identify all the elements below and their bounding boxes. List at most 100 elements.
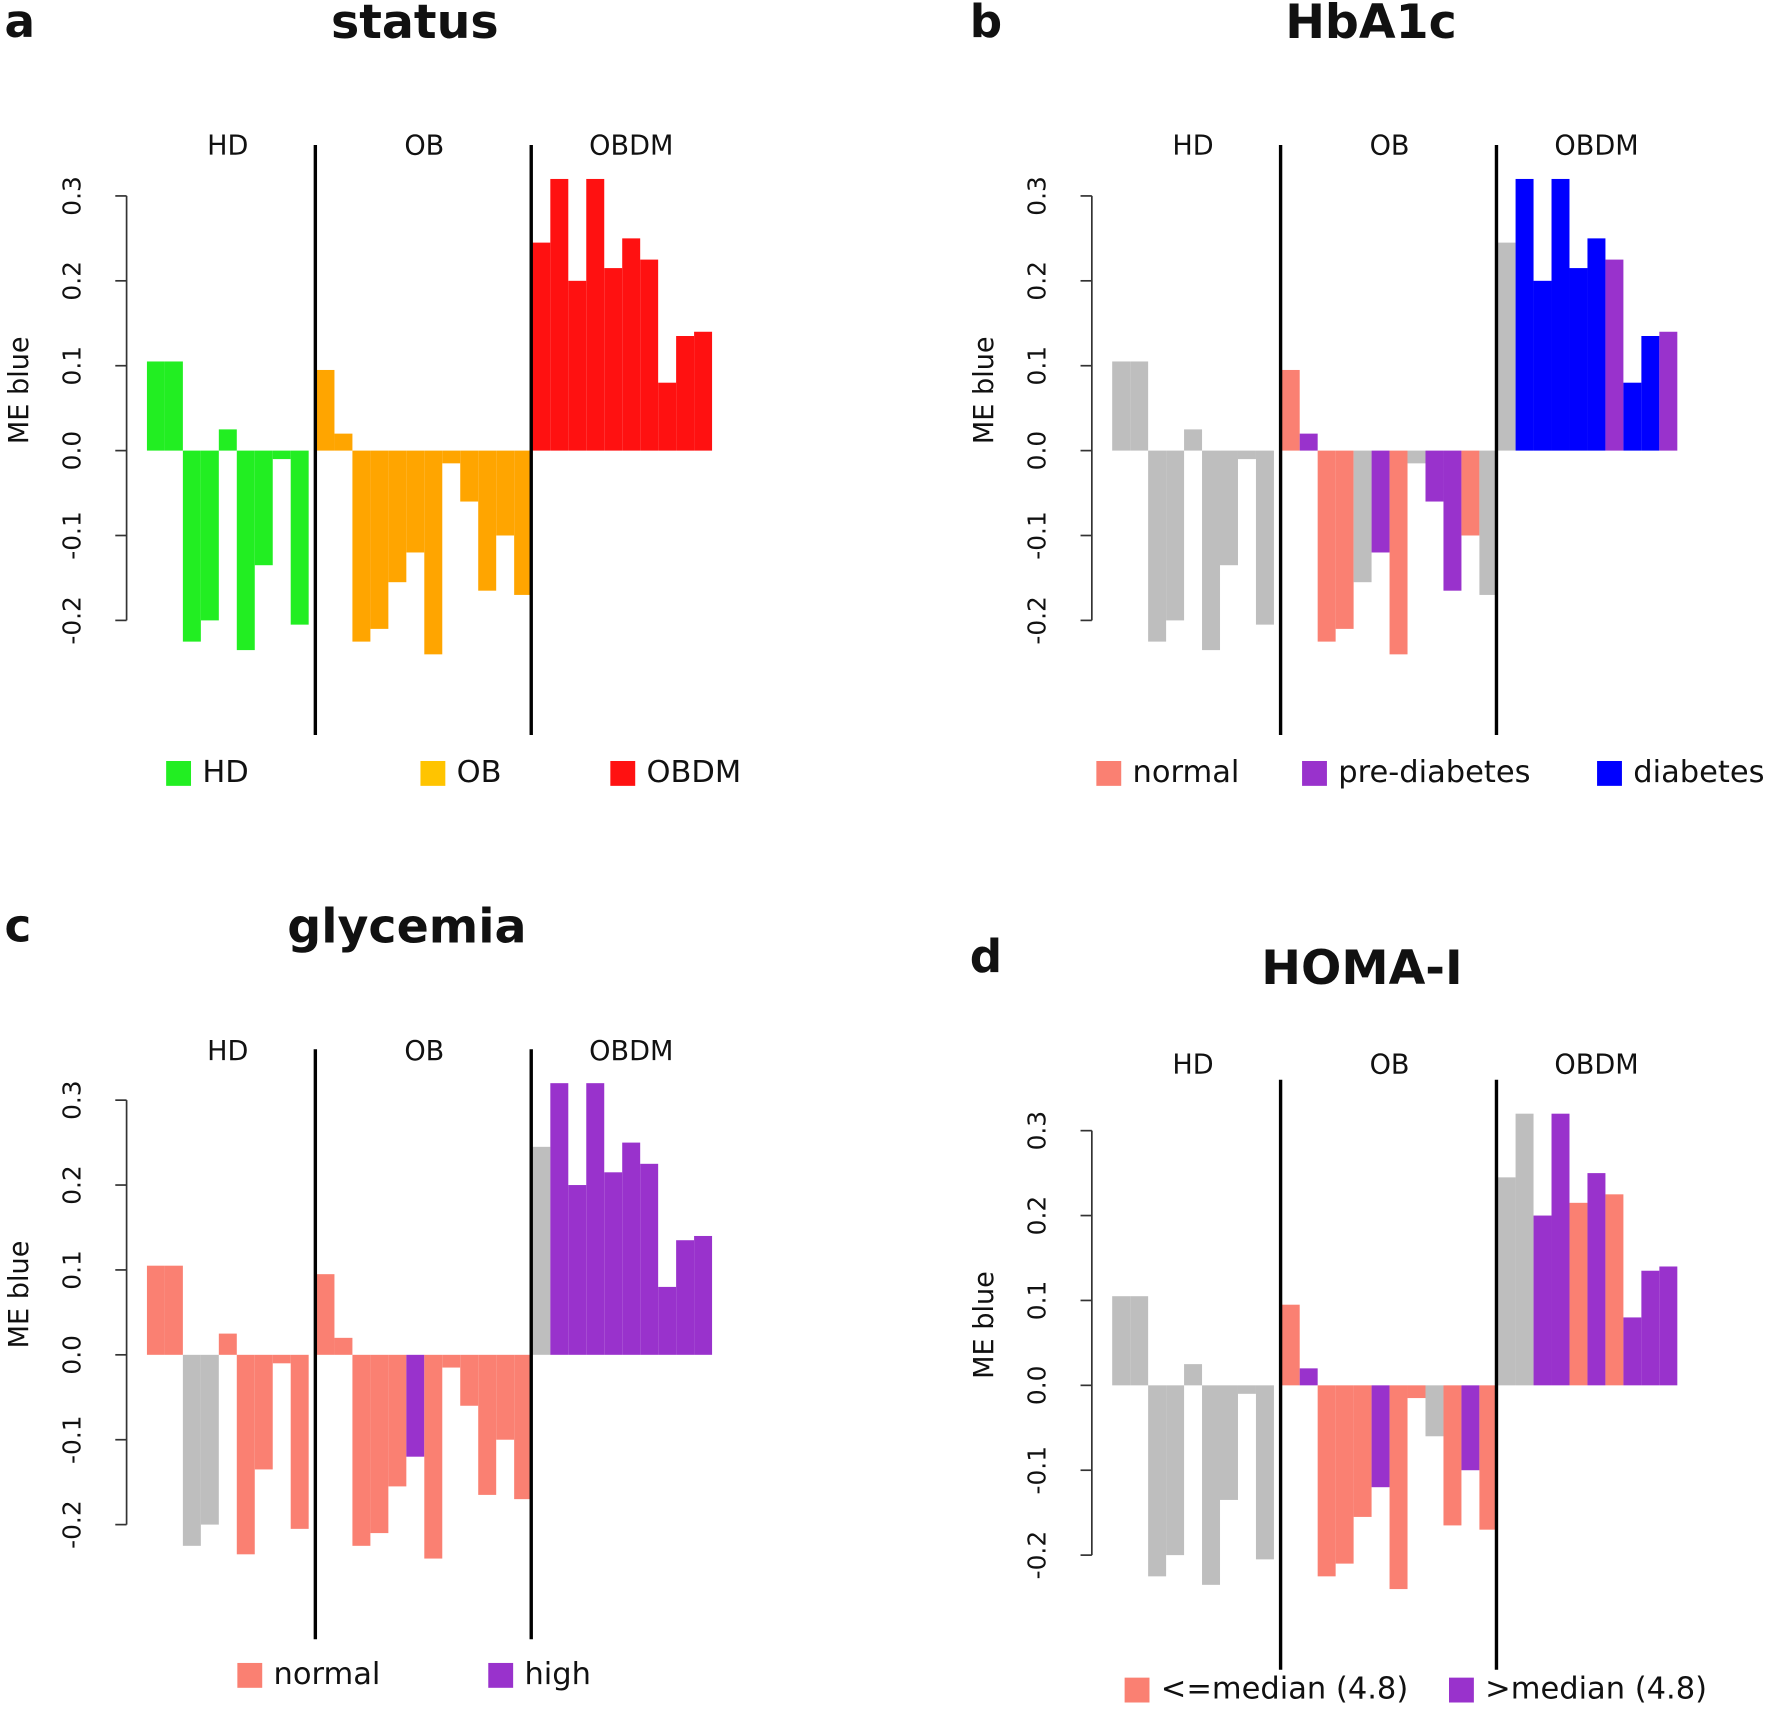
group-label: OBDM	[589, 131, 673, 162]
bar	[640, 259, 659, 451]
bar	[272, 450, 291, 460]
bar	[1371, 450, 1390, 553]
bar	[1407, 1385, 1426, 1399]
group-label: OBDM	[1554, 131, 1638, 162]
bar	[694, 331, 713, 451]
legend-label: diabetes	[1633, 755, 1764, 790]
bar	[1184, 429, 1203, 451]
y-tick-label: -0.1	[1023, 1446, 1052, 1495]
bar	[254, 450, 273, 566]
group-label: OBDM	[1554, 1050, 1638, 1081]
bar	[1623, 1317, 1642, 1386]
bar	[568, 1185, 587, 1355]
panel-letter: a	[5, 0, 36, 48]
bar	[586, 178, 605, 451]
bar	[164, 1265, 183, 1355]
bar	[146, 361, 165, 451]
y-tick-label: -0.2	[57, 1500, 86, 1549]
bar	[1515, 178, 1534, 451]
bar	[442, 450, 461, 464]
y-tick-label: 0.3	[57, 176, 86, 216]
bar	[1551, 1113, 1570, 1386]
legend-label: HD	[202, 755, 248, 790]
bar	[406, 1354, 425, 1457]
y-tick-label: -0.1	[57, 1415, 86, 1464]
bar	[218, 429, 237, 451]
bar	[370, 450, 389, 629]
y-tick-label: 0.0	[1023, 1366, 1052, 1406]
bar	[1299, 433, 1318, 451]
legend-label: >median (4.8)	[1485, 1672, 1707, 1707]
bar	[1112, 1296, 1131, 1386]
group-label: OBDM	[589, 1036, 673, 1067]
bar	[1299, 1368, 1318, 1386]
bar	[1641, 1270, 1660, 1386]
bar	[478, 450, 497, 591]
bar	[640, 1163, 659, 1355]
bar	[424, 450, 443, 655]
bar	[1461, 1385, 1480, 1471]
group-label: OB	[1370, 1050, 1410, 1081]
panel-letter: b	[970, 0, 1002, 48]
bar	[218, 1333, 237, 1355]
bar	[1237, 1385, 1256, 1394]
y-axis-label: ME blue	[4, 1241, 35, 1349]
bar	[460, 1354, 479, 1406]
chart-title: glycemia	[287, 899, 526, 954]
legend-swatch	[1597, 760, 1622, 786]
bar	[316, 1274, 335, 1355]
bar	[290, 1354, 309, 1529]
bar	[388, 1354, 407, 1487]
bar	[1389, 1385, 1408, 1590]
y-tick-label: 0.1	[1023, 346, 1052, 386]
group-label: HD	[207, 1036, 248, 1067]
legend-swatch	[1302, 760, 1327, 786]
y-tick-label: -0.2	[57, 596, 86, 645]
y-tick-label: 0.3	[1023, 1111, 1052, 1151]
bar	[1130, 361, 1149, 451]
bar	[514, 1354, 533, 1500]
legend-label: normal	[1133, 755, 1240, 790]
bar	[424, 1354, 443, 1559]
bar	[1659, 1266, 1678, 1386]
bar	[236, 450, 255, 651]
bar	[622, 238, 641, 451]
bar	[1407, 450, 1426, 464]
group-label: OB	[404, 1036, 444, 1067]
bar	[1587, 1173, 1606, 1386]
bar	[1281, 1304, 1300, 1386]
bar	[496, 1354, 515, 1440]
y-tick-label: 0.0	[1023, 431, 1052, 471]
bar	[1425, 1385, 1444, 1437]
legend-swatch	[166, 760, 192, 786]
bar	[1533, 280, 1552, 451]
bar	[550, 1083, 569, 1355]
legend-label: <=median (4.8)	[1161, 1672, 1408, 1707]
bar	[496, 450, 515, 536]
bar	[1551, 178, 1570, 451]
y-tick-label: 0.1	[1023, 1281, 1052, 1321]
legend-swatch	[610, 760, 636, 786]
bar	[1425, 450, 1444, 502]
legend-label: high	[524, 1657, 591, 1692]
bar	[1569, 268, 1588, 451]
bar	[1659, 331, 1678, 451]
bar	[1130, 1296, 1149, 1386]
chart-title: status	[331, 0, 499, 50]
bar	[1255, 1385, 1274, 1560]
bar	[164, 361, 183, 451]
bar	[1335, 450, 1354, 629]
panel-letter: c	[5, 899, 32, 952]
bar	[1353, 450, 1372, 583]
bar	[604, 1172, 623, 1355]
group-label: OB	[404, 131, 444, 162]
legend-swatch	[420, 760, 446, 786]
bar	[1479, 450, 1498, 595]
y-tick-label: -0.1	[57, 511, 86, 560]
y-tick-label: 0.2	[57, 1165, 86, 1205]
bar	[272, 1354, 291, 1364]
panel-letter: d	[970, 930, 1002, 983]
bar	[676, 1240, 695, 1355]
bar	[182, 1354, 201, 1546]
group-label: HD	[1172, 131, 1213, 162]
